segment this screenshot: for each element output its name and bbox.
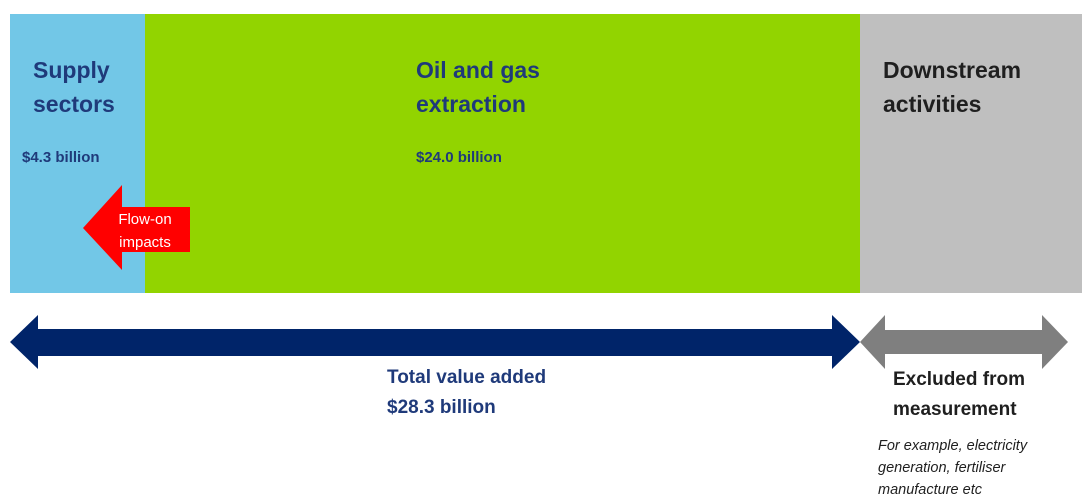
segment-title: extraction [416, 91, 526, 117]
segment-title: sectors [33, 91, 115, 117]
total-label: $28.3 billion [387, 397, 496, 418]
extraction-box [145, 14, 860, 293]
total-arrow [10, 315, 860, 369]
flow-arrow [83, 185, 190, 270]
downstream-box [860, 14, 1082, 293]
flow-label: impacts [119, 234, 171, 251]
excluded-note: manufacture etc [878, 482, 983, 498]
total-label: Total value added [387, 367, 546, 388]
excluded-label: measurement [893, 399, 1017, 420]
segment-title: Supply [33, 57, 110, 83]
segment-title: Oil and gas [416, 57, 540, 83]
excluded-arrow [860, 315, 1068, 369]
excluded-label: Excluded from [893, 369, 1025, 390]
excluded-note: For example, electricity [878, 438, 1028, 454]
segment-value: $24.0 billion [416, 149, 502, 166]
segment-value: $4.3 billion [22, 149, 100, 166]
segment-title: Downstream [883, 57, 1021, 83]
flow-label: Flow-on [118, 211, 171, 228]
excluded-note: generation, fertiliser [878, 460, 1007, 476]
segment-title: activities [883, 91, 981, 117]
